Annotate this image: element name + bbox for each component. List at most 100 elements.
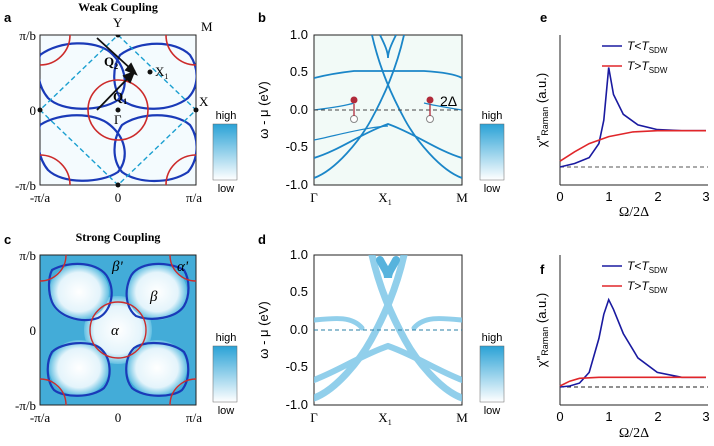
panel-c-title: Strong Coupling (76, 230, 161, 244)
q1-label: Q1 (113, 89, 127, 106)
c-pocket-blue-tl (47, 262, 113, 322)
b-gap-dot-upper-right (426, 96, 434, 104)
label-alpha-prime: α' (177, 259, 189, 275)
a-xtick-mid: 0 (115, 190, 122, 205)
a-ytick-bot: -π/b (15, 178, 36, 193)
e-ylabel: χ"Raman (a.u.) (534, 73, 550, 147)
d-ytick-4: -0.5 (286, 359, 308, 374)
panel-label-f: f (540, 262, 545, 277)
e-series-above-tsdw (559, 129, 706, 162)
d-xtick-gamma: Γ (310, 410, 318, 425)
c-pocket-blue-tr (125, 262, 190, 320)
panel-d: d 1.0 0.5 0.0 -0.5 -1.0 ω - μ (eV) Γ X1 … (256, 232, 505, 427)
pocket-blue-tl (40, 42, 126, 110)
b-ytick-2: 0.5 (290, 64, 308, 79)
d-xtick-m: M (456, 410, 468, 425)
zone-boundary-dashed (40, 35, 196, 185)
c-glow-tl (49, 264, 109, 320)
q2-arrowhead (122, 70, 136, 84)
panel-label-d: d (258, 232, 266, 247)
pt-x1-label: X1 (155, 64, 168, 81)
a-xtick-left: -π/a (30, 190, 51, 205)
e-xtick-0: 0 (556, 189, 563, 204)
e-legend-text-1: T<TSDW (627, 39, 668, 55)
panel-label-c: c (4, 232, 11, 247)
d-band-right (411, 315, 462, 331)
f-legend-text-1: T<TSDW (627, 259, 668, 275)
d-ylabel: ω - μ (eV) (256, 301, 271, 358)
b-cbar-low: low (484, 183, 501, 195)
b-band-right-low (423, 102, 462, 111)
q2-vector (96, 75, 131, 111)
f-series-below-tsdw (559, 297, 706, 388)
b-cbar-high: high (482, 110, 503, 122)
c-colorbar (212, 345, 238, 403)
panel-e: e T<TSDW T>TSDW χ"Raman (a.u.) 0 1 2 3 Ω… (534, 10, 710, 220)
c-pocket-blue-bl (46, 342, 111, 397)
e-xlabel: Ω/2Δ (619, 205, 649, 220)
d-ytick-1: 1.0 (290, 247, 308, 262)
d-band-cross-2 (314, 255, 408, 402)
c-pocket-blue-br (125, 342, 190, 397)
c-xtick-right: π/a (186, 410, 202, 425)
q2-label: Q2 (104, 54, 118, 71)
pt-y-label: Y (113, 15, 123, 30)
c-pocket-red-center (89, 301, 147, 359)
panel-a-fermi-surface (40, 35, 196, 185)
b-band-flat-top (314, 70, 462, 79)
c-cbar-high: high (216, 332, 237, 344)
c-ytick-top: π/b (19, 248, 36, 263)
b-band-lower-left (314, 125, 389, 141)
d-xtick-x1: X1 (378, 410, 391, 427)
b-xtick-x1: X1 (378, 190, 391, 207)
pt-x1-dot (147, 69, 153, 75)
pt-gamma-label: Γ (114, 112, 122, 127)
f-xlabel: Ω/2Δ (619, 426, 649, 441)
panel-b-bands (314, 35, 462, 179)
d-band-left (314, 315, 365, 331)
b-ytick-3: 0.0 (290, 102, 308, 117)
a-colorbar (212, 123, 238, 181)
f-legend-text-2: T>TSDW (627, 279, 668, 295)
panel-a-title: Weak Coupling (78, 0, 158, 14)
b-gap-dot-lower-left (350, 115, 358, 123)
d-band-apex (376, 256, 400, 279)
panel-label-b: b (258, 10, 266, 25)
b-ytick-1: 1.0 (290, 27, 308, 42)
b-ytick-5: -1.0 (286, 177, 308, 192)
f-xtick-2: 2 (654, 409, 661, 424)
pt-y-dot (115, 35, 121, 38)
c-xtick-mid: 0 (115, 410, 122, 425)
e-xtick-3: 3 (702, 189, 709, 204)
panel-c-fermi-surface (40, 255, 196, 405)
d-colorbar (479, 345, 505, 403)
panel-c: c Strong Coupling α β β' (4, 230, 238, 425)
b-band-cross-1 (371, 35, 462, 179)
pt-left-dot (37, 107, 43, 113)
b-band-cross-2 (314, 35, 405, 179)
b-band-cone-top (379, 35, 397, 59)
b-xtick-m: M (456, 190, 468, 205)
c-cbar-low: low (218, 405, 235, 417)
d-band-cross-1 (368, 255, 462, 402)
a-cbar-high: high (216, 110, 237, 122)
panel-label-e: e (540, 10, 547, 25)
d-ytick-3: 0.0 (290, 322, 308, 337)
f-ylabel: χ"Raman (a.u.) (534, 293, 550, 367)
c-glow-bl (49, 340, 109, 396)
b-gap-dot-upper-left (350, 96, 358, 104)
b-gap-label: 2Δ (440, 93, 457, 109)
pt-x-label: X (199, 94, 209, 109)
f-series-above-tsdw (559, 376, 706, 387)
pocket-blue-br (113, 114, 196, 182)
pocket-blue-bl (40, 114, 126, 182)
b-band-left-low (314, 102, 355, 111)
panel-label-a: a (4, 10, 12, 25)
panel-b: b 2Δ 1.0 0.5 0.0 -0.5 -1.0 ω - μ (eV) Γ … (256, 10, 505, 207)
q1-vector (96, 37, 133, 71)
pt-m-label: M (201, 19, 213, 34)
panel-d-spectral (314, 255, 462, 402)
e-xtick-1: 1 (605, 189, 612, 204)
a-ytick-mid: 0 (30, 103, 37, 118)
